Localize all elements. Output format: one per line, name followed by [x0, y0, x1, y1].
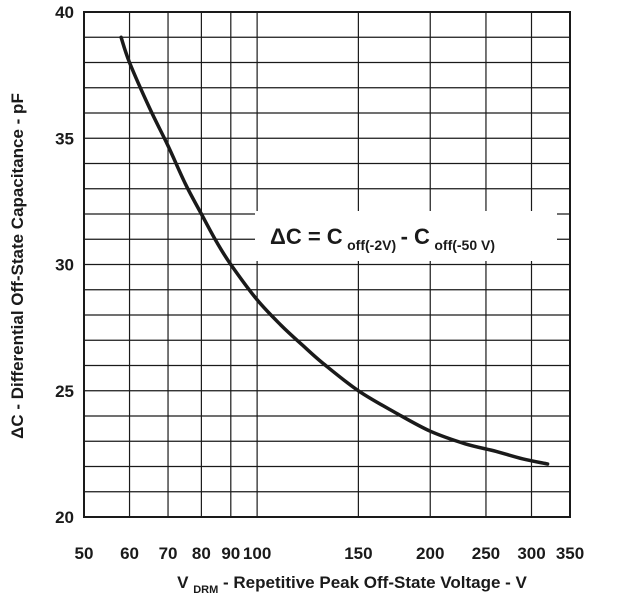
series-line: [119, 35, 550, 466]
x-tick-label: 60: [120, 544, 139, 563]
y-tick-label: 25: [55, 382, 74, 401]
x-tick-label: 250: [472, 544, 500, 563]
formula-lead: ΔC = C: [270, 224, 343, 249]
y-tick-label: 35: [55, 129, 74, 148]
x-axis-label-main: V: [177, 573, 189, 592]
x-tick-label: 300: [517, 544, 545, 563]
formula-annotation: ΔC = C off(-2V) - C off(-50 V): [270, 224, 495, 254]
y-tick-label: 40: [55, 3, 74, 22]
y-tick-labels: 20 25 30 35 40: [55, 3, 74, 527]
x-tick-label: 350: [556, 544, 584, 563]
x-axis-label-sub: DRM: [193, 584, 218, 596]
formula-mid: - C: [401, 224, 430, 249]
y-tick-label: 20: [55, 508, 74, 527]
formula-sub2: off(-50 V): [434, 237, 495, 253]
x-tick-label: 200: [416, 544, 444, 563]
x-tick-label: 70: [159, 544, 178, 563]
x-tick-label: 50: [75, 544, 94, 563]
plot-frame: [83, 11, 571, 518]
y-tick-label: 30: [55, 256, 74, 275]
x-axis-label: V DRM - Repetitive Peak Off-State Voltag…: [177, 573, 527, 596]
x-tick-label: 150: [344, 544, 372, 563]
x-tick-labels: 50 60 70 80 90 100 150 200 250 300 350: [75, 544, 585, 563]
grid-lines: [83, 11, 571, 518]
x-tick-label: 80: [192, 544, 211, 563]
y-axis-label: ΔC - Differential Off-State Capacitance …: [8, 93, 27, 439]
formula-box: [255, 211, 557, 261]
x-tick-label: 90: [221, 544, 240, 563]
x-axis-label-rest: - Repetitive Peak Off-State Voltage - V: [223, 573, 528, 592]
x-tick-label: 100: [243, 544, 271, 563]
formula-sub1: off(-2V): [347, 237, 396, 253]
